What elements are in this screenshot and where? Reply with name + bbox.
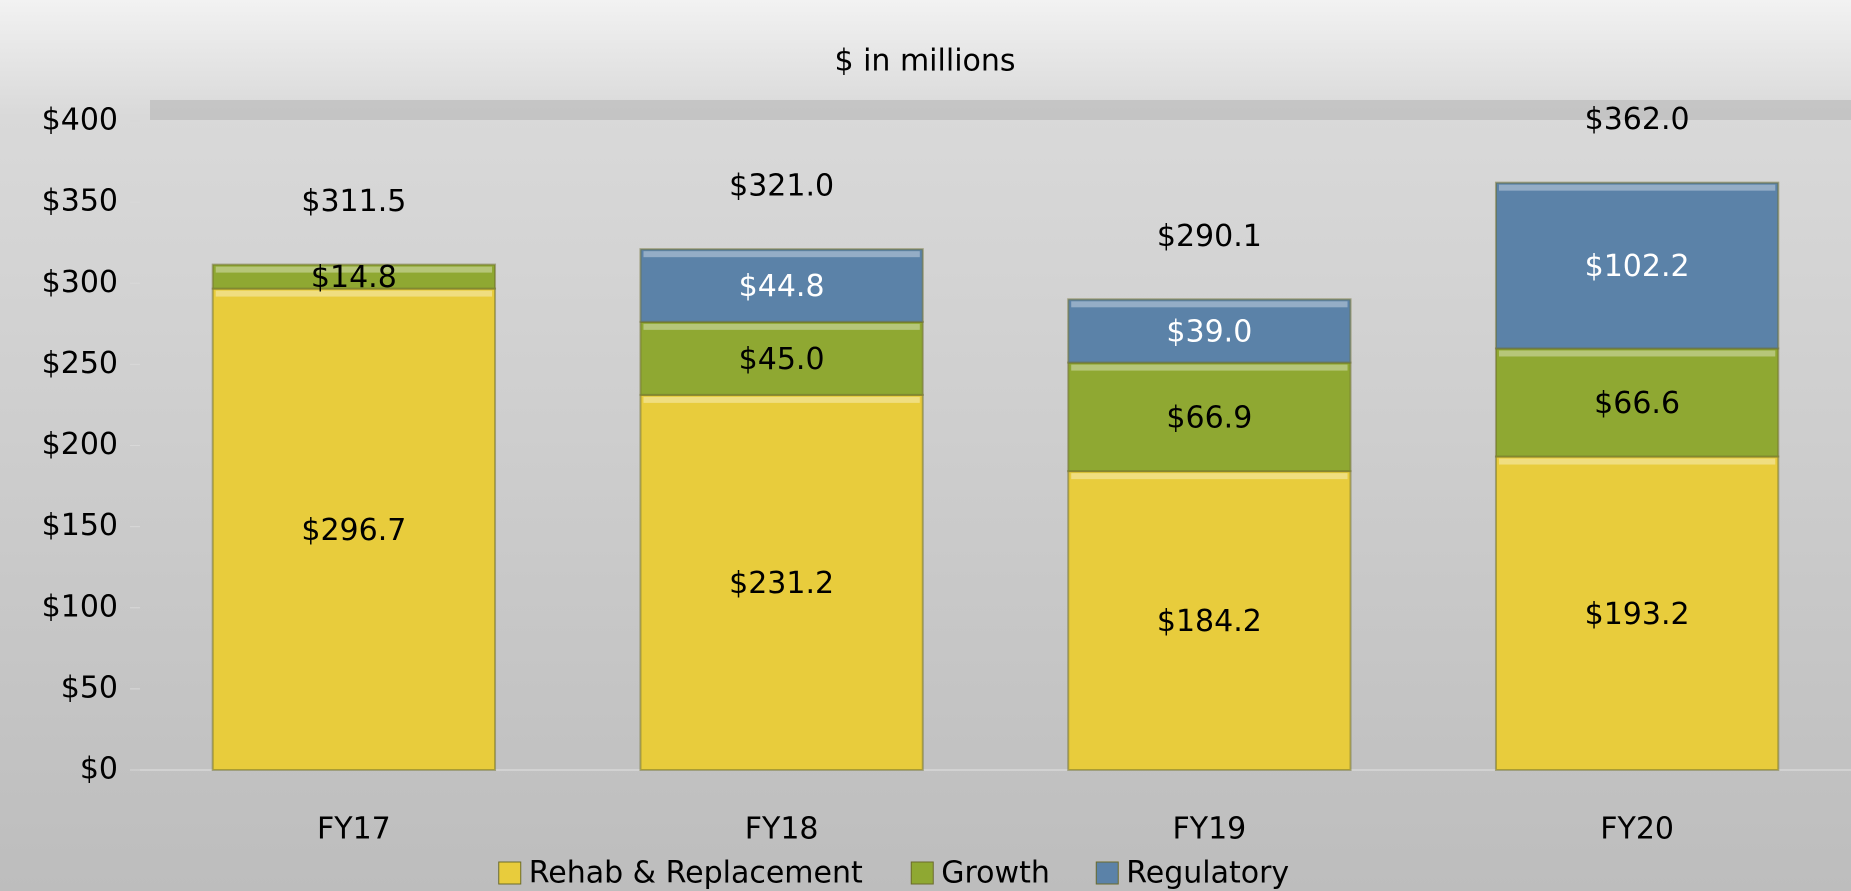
data-label: $193.2	[1585, 597, 1690, 632]
bar-highlight	[643, 324, 919, 330]
y-tick-label: $200	[42, 427, 118, 462]
data-label: $39.0	[1166, 314, 1252, 349]
data-label: $184.2	[1157, 604, 1262, 639]
bar-highlight	[1499, 185, 1775, 191]
chart-title: $ in millions	[834, 44, 1015, 79]
y-tick-label: $400	[42, 103, 118, 138]
x-tick-label: FY20	[1600, 812, 1674, 847]
data-label: $102.2	[1585, 249, 1690, 284]
data-label: $45.0	[739, 342, 825, 377]
data-label: $231.2	[729, 566, 834, 601]
y-tick-label: $150	[42, 508, 118, 543]
y-tick-label: $250	[42, 346, 118, 381]
bar-highlight	[643, 397, 919, 403]
y-tick-label: $0	[80, 752, 118, 787]
y-tick-label: $100	[42, 589, 118, 624]
y-tick-label: $50	[61, 670, 118, 705]
data-label: $66.9	[1166, 400, 1252, 435]
bar-highlight	[1071, 473, 1347, 479]
bar-highlight	[1499, 459, 1775, 465]
legend-label: Regulatory	[1126, 856, 1289, 891]
legend-label: Growth	[941, 856, 1050, 891]
x-tick-label: FY19	[1172, 812, 1246, 847]
bar-highlight	[1071, 301, 1347, 307]
x-tick-label: FY18	[745, 812, 819, 847]
data-label: $14.8	[311, 260, 397, 295]
total-label: $311.5	[301, 184, 406, 219]
total-label: $290.1	[1157, 219, 1262, 254]
x-tick-label: FY17	[317, 812, 391, 847]
bar-highlight	[1071, 365, 1347, 371]
data-label: $66.6	[1594, 386, 1680, 421]
bar-highlight	[1499, 350, 1775, 356]
legend-swatch	[911, 862, 933, 884]
legend-swatch	[499, 862, 521, 884]
data-label: $44.8	[739, 269, 825, 304]
page: $ in millions Rehab & Replacement Growth R…	[0, 0, 1851, 891]
total-label: $362.0	[1585, 102, 1690, 137]
data-label: $296.7	[301, 513, 406, 548]
bar-highlight	[643, 251, 919, 257]
legend-swatch	[1096, 862, 1118, 884]
y-tick-label: $300	[42, 265, 118, 300]
legend-label: Rehab & Replacement	[529, 856, 863, 891]
total-label: $321.0	[729, 169, 834, 204]
chart: $ in millions Rehab & Replacement Growth R…	[0, 0, 1851, 891]
y-tick-label: $350	[42, 184, 118, 219]
